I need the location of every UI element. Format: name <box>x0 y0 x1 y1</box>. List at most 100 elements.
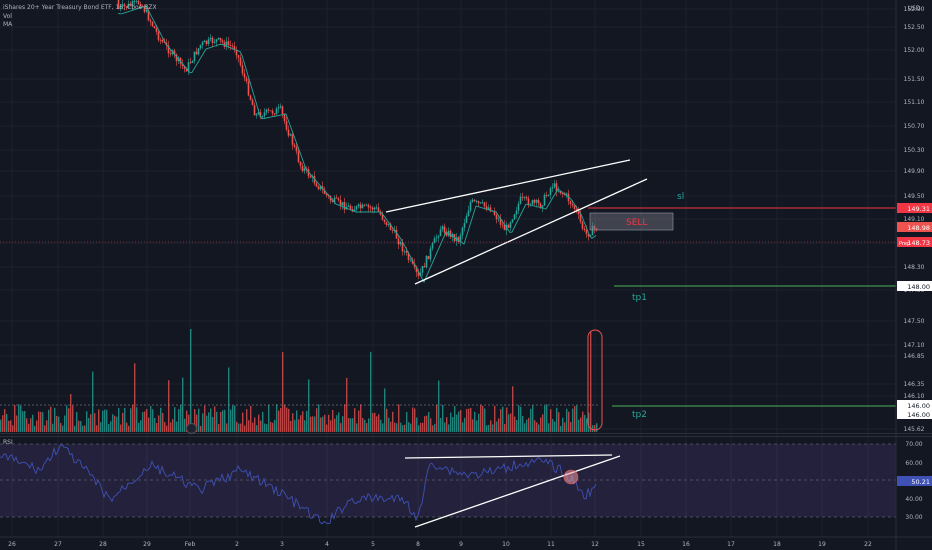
tp2-price-label: 146.00 <box>897 400 932 410</box>
rsi-upper-trendline[interactable] <box>404 454 613 459</box>
volume-bars <box>0 329 598 432</box>
grid <box>0 0 896 537</box>
volume-bar <box>434 423 436 432</box>
time-axis[interactable]: 26 27 28 29 Feb 2 3 4 5 8 9 10 11 12 15 16 17 18 19 22 <box>8 541 872 548</box>
candle-body <box>213 42 216 43</box>
volume-bar <box>52 423 54 432</box>
candle-body <box>339 199 342 206</box>
volume-bar <box>382 423 384 432</box>
rsi-breakout-highlight[interactable] <box>563 469 579 485</box>
candle-body <box>363 204 366 206</box>
volume-bar <box>152 409 154 432</box>
rsi-pane-label[interactable]: RSI <box>3 439 13 446</box>
volume-bar <box>70 394 72 432</box>
tp1-label: tp1 <box>632 293 647 303</box>
volume-bar <box>590 332 592 432</box>
wedge-lower-trendline[interactable] <box>414 178 648 285</box>
candle-body <box>449 230 452 238</box>
candle-body <box>535 200 538 203</box>
indicator-ma-label[interactable]: MA <box>3 21 13 28</box>
candle-body <box>395 229 398 239</box>
rising-wedge-drawing[interactable] <box>385 159 648 285</box>
volume-bar <box>166 425 168 432</box>
candle-body <box>411 259 414 264</box>
volume-bar <box>172 419 174 432</box>
candle-body <box>157 31 160 40</box>
volume-bar <box>50 406 52 432</box>
volume-bar <box>542 414 544 432</box>
volume-bar <box>530 408 532 432</box>
sell-zone-box[interactable] <box>589 212 674 231</box>
indicator-vol-label[interactable]: Vol <box>3 13 12 20</box>
chart-title[interactable]: iShares 20+ Year Treasury Bond ETF, 15, … <box>3 4 157 11</box>
candle-body <box>457 237 460 243</box>
candle-body <box>289 134 292 136</box>
volume-bar <box>450 412 452 432</box>
candle-body <box>569 201 572 205</box>
candle-body <box>149 20 152 22</box>
volume-bar <box>8 420 10 432</box>
svg-text:50.21: 50.21 <box>911 478 930 486</box>
candle-body <box>425 255 428 268</box>
candle-body <box>333 197 336 203</box>
candle-body <box>239 57 242 66</box>
volume-bar <box>486 425 488 432</box>
svg-text:149.31: 149.31 <box>907 205 930 213</box>
time-tick-label: 18 <box>773 541 781 548</box>
volume-bar <box>508 414 510 432</box>
eye-icon[interactable] <box>186 423 197 434</box>
candle-body <box>397 238 400 245</box>
svg-text:Prep: Prep <box>899 241 910 247</box>
volume-bar <box>48 409 50 432</box>
volume-bar <box>220 411 222 432</box>
candle-body <box>237 55 240 58</box>
volume-bar <box>424 416 426 432</box>
rsi-axis[interactable]: 70.00 60.00 40.00 30.00 <box>905 441 922 521</box>
volume-bar <box>84 425 86 432</box>
price-axis[interactable]: 152.90 152.50 152.00 151.50 151.10 150.70 150.… <box>904 6 925 433</box>
volume-bar <box>316 408 318 432</box>
volume-bar <box>410 423 412 432</box>
volume-bar <box>206 415 208 432</box>
candle-body <box>557 191 560 192</box>
candle-body <box>445 232 448 236</box>
volume-bar <box>400 422 402 432</box>
pane-divider-volume[interactable] <box>0 433 932 434</box>
volume-bar <box>208 412 210 432</box>
candle-body <box>287 129 290 136</box>
volume-bar <box>364 419 366 432</box>
volume-bar <box>444 422 446 432</box>
candle-body <box>495 214 498 220</box>
volume-bar <box>506 407 508 432</box>
pane-divider-rsi[interactable] <box>0 436 932 437</box>
volume-bar <box>256 425 258 432</box>
volume-bar <box>336 415 338 432</box>
volume-bar <box>20 405 22 432</box>
volume-bar <box>322 416 324 432</box>
candle-body <box>369 207 372 209</box>
volume-spike-highlight[interactable] <box>587 329 603 431</box>
rsi-wedge-drawing[interactable] <box>404 454 621 528</box>
volume-bar <box>518 405 520 432</box>
rsi-lower-trendline[interactable] <box>414 455 621 528</box>
volume-bar <box>586 418 588 432</box>
rsi-tick-label: 40.00 <box>905 496 922 503</box>
candle-body <box>329 196 332 201</box>
volume-bar <box>374 412 376 432</box>
candle-body <box>203 40 206 43</box>
volume-bar <box>596 423 598 432</box>
candle-body <box>277 107 280 109</box>
volume-bar <box>118 408 120 432</box>
volume-bar <box>572 408 574 432</box>
wedge-upper-trendline[interactable] <box>385 159 631 213</box>
price-tick-label: 149.90 <box>904 168 925 175</box>
volume-bar <box>156 423 158 432</box>
volume-bar <box>144 411 146 432</box>
candle-body <box>427 255 430 260</box>
time-tick-label: 17 <box>727 541 735 548</box>
volume-bar <box>344 404 346 432</box>
candle-body <box>247 81 250 96</box>
volume-bar <box>268 404 270 432</box>
volume-bar <box>216 411 218 432</box>
